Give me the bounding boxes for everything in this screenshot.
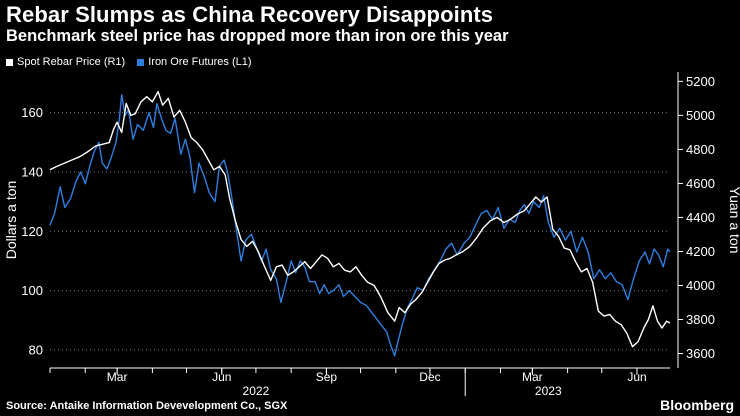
series-line-iron-ore xyxy=(49,94,671,357)
x-tick-label: Sep xyxy=(316,370,338,384)
x-tick-label: Mar xyxy=(107,370,128,384)
legend-item-rebar: Spot Rebar Price (R1) xyxy=(6,56,125,68)
x-tick-label: Jun xyxy=(212,370,231,384)
right-tick-label: 4000 xyxy=(686,278,715,293)
right-tick-label: 3600 xyxy=(686,346,715,361)
right-tick-label: 4200 xyxy=(686,244,715,259)
legend-item-iron-ore: Iron Ore Futures (L1) xyxy=(137,56,252,68)
chart-legend: Spot Rebar Price (R1) Iron Ore Futures (… xyxy=(6,56,252,68)
right-tick-label: 4600 xyxy=(686,176,715,191)
bloomberg-logo: Bloomberg xyxy=(660,397,734,413)
legend-swatch-rebar xyxy=(6,58,13,66)
left-tick-label: 80 xyxy=(29,342,43,357)
x-tick-label: Jun xyxy=(627,370,646,384)
legend-label-rebar: Spot Rebar Price (R1) xyxy=(17,56,126,68)
left-tick-label: 160 xyxy=(21,105,43,120)
left-tick-label: 140 xyxy=(21,164,43,179)
source-note: Source: Antaike Information Devevelopmen… xyxy=(6,400,288,412)
legend-label-iron-ore: Iron Ore Futures (L1) xyxy=(148,56,252,68)
right-tick-label: 4800 xyxy=(686,142,715,157)
x-tick-label: Mar xyxy=(522,370,543,384)
year-label: 2022 xyxy=(243,384,270,398)
right-axis-label: Yuan a ton xyxy=(727,187,740,254)
chart-subtitle: Benchmark steel price has dropped more t… xyxy=(6,27,509,45)
right-tick-label: 4400 xyxy=(686,210,715,225)
legend-swatch-iron-ore xyxy=(137,58,145,66)
left-tick-label: 100 xyxy=(21,283,43,298)
right-tick-label: 5200 xyxy=(686,74,715,89)
x-tick-label: Dec xyxy=(419,370,440,384)
left-axis-label: Dollars a ton xyxy=(3,181,19,260)
right-tick-label: 5000 xyxy=(686,108,715,123)
right-tick-label: 3800 xyxy=(686,312,715,327)
series-line-rebar xyxy=(49,90,671,348)
year-label: 2023 xyxy=(535,384,562,398)
chart-title: Rebar Slumps as China Recovery Disappoin… xyxy=(6,2,494,27)
left-tick-label: 120 xyxy=(21,224,43,239)
